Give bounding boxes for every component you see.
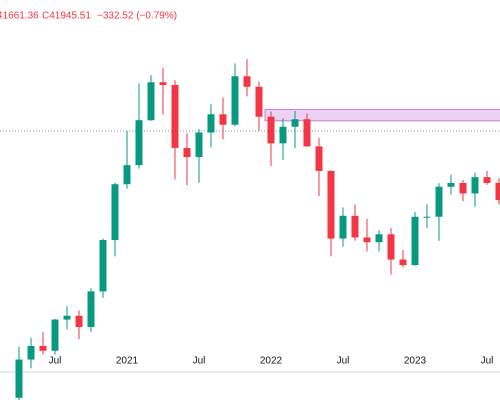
candle-body bbox=[483, 177, 491, 183]
x-tick-label: 2022 bbox=[260, 356, 283, 367]
candle-body bbox=[219, 114, 227, 125]
candle-body bbox=[315, 146, 323, 171]
candle-body bbox=[267, 116, 275, 144]
ohlc-low: 41661.36 bbox=[0, 11, 39, 22]
candle-body bbox=[195, 132, 203, 158]
candle-body bbox=[303, 119, 311, 147]
x-tick-label: 2021 bbox=[116, 356, 139, 367]
candle-body bbox=[471, 177, 479, 194]
candle-body bbox=[183, 147, 191, 158]
candle-body bbox=[495, 182, 500, 200]
candle-body bbox=[135, 120, 143, 166]
candle-body bbox=[75, 315, 83, 327]
highlight-zone bbox=[264, 108, 500, 122]
candle-body bbox=[375, 234, 383, 243]
candle-body bbox=[207, 114, 215, 133]
candle-body bbox=[243, 76, 251, 87]
candle-body bbox=[363, 237, 371, 243]
candle-body bbox=[327, 170, 335, 239]
candle-body bbox=[171, 84, 179, 148]
candle-body bbox=[63, 315, 71, 320]
candle-body bbox=[279, 126, 287, 144]
candle-body bbox=[231, 76, 239, 125]
candle-body bbox=[435, 186, 443, 217]
x-tick-label: Jul bbox=[481, 356, 494, 367]
candle-body bbox=[147, 82, 155, 121]
x-tick-label: Jul bbox=[193, 356, 206, 367]
candle-body bbox=[339, 215, 347, 239]
x-tick-label: Jul bbox=[49, 356, 62, 367]
candle-body bbox=[111, 184, 119, 241]
candle-body bbox=[123, 165, 131, 185]
candle-body bbox=[39, 345, 47, 351]
candle-body bbox=[351, 215, 359, 238]
candle-body bbox=[411, 216, 419, 266]
x-tick-label: Jul bbox=[337, 356, 350, 367]
candle-body bbox=[459, 182, 467, 194]
candle-body bbox=[291, 119, 299, 127]
candle-body bbox=[159, 82, 167, 85]
ohlc-change: −332.52 (−0.79%) bbox=[97, 11, 177, 22]
candle-body bbox=[51, 319, 59, 351]
candle-body bbox=[387, 234, 395, 260]
candle-body bbox=[87, 291, 95, 327]
candle-body bbox=[447, 182, 455, 187]
candle-body bbox=[15, 359, 23, 398]
candle-body bbox=[99, 240, 107, 292]
candle-body bbox=[399, 259, 407, 266]
ohlc-close: C41945.51 bbox=[42, 11, 91, 22]
x-tick-label: 2023 bbox=[404, 356, 427, 367]
candle-body bbox=[423, 216, 431, 218]
candle-body bbox=[255, 86, 263, 117]
candle-body bbox=[27, 345, 35, 360]
